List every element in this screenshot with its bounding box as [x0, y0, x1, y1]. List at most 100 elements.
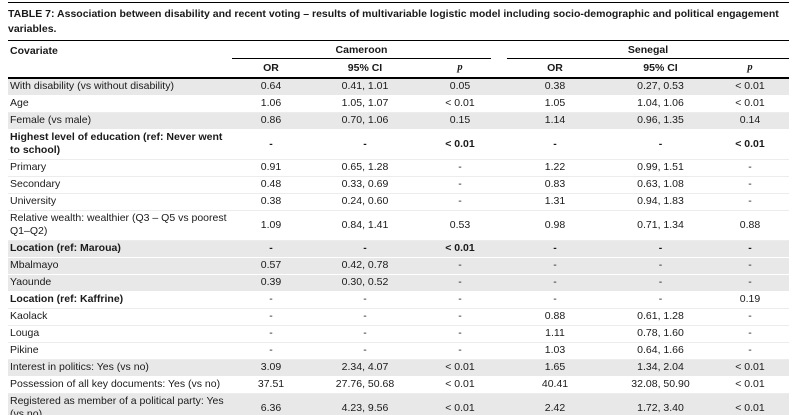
value-cell: 2.42: [500, 393, 610, 415]
value-cell: -: [420, 342, 500, 360]
value-cell: -: [310, 308, 420, 326]
value-cell: 0.86: [232, 112, 310, 130]
value-cell: -: [711, 274, 789, 292]
value-cell: -: [711, 176, 789, 194]
table-row: Registered as member of a political part…: [8, 393, 789, 415]
value-cell: 0.83: [500, 176, 610, 194]
value-cell: -: [610, 257, 711, 275]
value-cell: 0.05: [420, 78, 500, 96]
value-cell: -: [420, 291, 500, 309]
value-cell: < 0.01: [420, 359, 500, 377]
value-cell: -: [310, 291, 420, 309]
value-cell: 0.41, 1.01: [310, 78, 420, 96]
table-row: Age 1.06 1.05, 1.07 < 0.01 1.05 1.04, 1.06 < 0…: [8, 95, 789, 113]
title-rule: [8, 40, 789, 41]
value-cell: < 0.01: [711, 95, 789, 113]
value-cell: 0.38: [232, 193, 310, 211]
results-table: Covariate Cameroon Senegal OR 95% CI p O…: [8, 41, 790, 77]
value-cell: -: [500, 240, 610, 258]
covariate-label: With disability (vs without disability): [8, 78, 232, 96]
value-cell: 1.11: [500, 325, 610, 343]
value-cell: < 0.01: [420, 376, 500, 394]
value-cell: 6.36: [232, 393, 310, 415]
table-row: Kaolack - - -0.88 0.61, 1.28-: [8, 308, 789, 326]
value-cell: -: [610, 291, 711, 309]
table-row: Highest level of education (ref: Never w…: [8, 129, 789, 160]
value-cell: < 0.01: [711, 359, 789, 377]
covariate-label: University: [8, 193, 232, 211]
value-cell: < 0.01: [711, 129, 789, 160]
covariate-label: Primary: [8, 159, 232, 177]
value-cell: 1.34, 2.04: [610, 359, 711, 377]
value-cell: -: [232, 325, 310, 343]
value-cell: 0.53: [420, 210, 500, 241]
covariate-label: Louga: [8, 325, 232, 343]
group-header-cameroon: Cameroon: [232, 41, 500, 59]
table-row: Mbalmayo 0.57 0.42, 0.78- - - -: [8, 257, 789, 275]
value-cell: 0.88: [500, 308, 610, 326]
group-header-senegal: Senegal: [500, 41, 790, 59]
col-header-or-cameroon: OR: [263, 62, 279, 74]
value-cell: 0.57: [232, 257, 310, 275]
covariate-label: Yaounde: [8, 274, 232, 292]
group-label-cameroon: Cameroon: [335, 44, 388, 56]
table-title-label: TABLE 7:: [8, 8, 55, 20]
value-cell: 0.94, 1.83: [610, 193, 711, 211]
value-cell: < 0.01: [420, 393, 500, 415]
value-cell: 0.63, 1.08: [610, 176, 711, 194]
value-cell: -: [610, 129, 711, 160]
value-cell: 0.64: [232, 78, 310, 96]
covariate-label: Secondary: [8, 176, 232, 194]
value-cell: 0.84, 1.41: [310, 210, 420, 241]
value-cell: 0.99, 1.51: [610, 159, 711, 177]
value-cell: -: [420, 193, 500, 211]
table-row: Pikine - - -1.03 0.64, 1.66-: [8, 342, 789, 360]
value-cell: -: [232, 291, 310, 309]
table-row: Female (vs male) 0.86 0.70, 1.06 0.15 1.14 0.…: [8, 112, 789, 130]
table-title: TABLE 7: Association between disability …: [8, 7, 789, 40]
table-body: With disability (vs without disability) 0…: [8, 78, 789, 415]
table-row: Location (ref: Maroua) - - < 0.01- - -: [8, 240, 789, 258]
value-cell: 0.78, 1.60: [610, 325, 711, 343]
value-cell: 1.04, 1.06: [610, 95, 711, 113]
group-header-row: Covariate Cameroon Senegal: [8, 41, 790, 59]
col-header-p-senegal: p: [747, 62, 753, 73]
value-cell: 0.42, 0.78: [310, 257, 420, 275]
table-title-text: Association between disability and recen…: [8, 8, 779, 35]
value-cell: -: [420, 308, 500, 326]
table-row: Relative wealth: wealthier (Q3 – Q5 vs p…: [8, 210, 789, 241]
value-cell: 0.88: [711, 210, 789, 241]
value-cell: -: [232, 308, 310, 326]
covariate-label: Age: [8, 95, 232, 113]
value-cell: -: [310, 342, 420, 360]
value-cell: < 0.01: [711, 78, 789, 96]
table-row: Interest in politics: Yes (vs no) 3.09 2.3…: [8, 359, 789, 377]
value-cell: 1.22: [500, 159, 610, 177]
covariate-header: Covariate: [10, 45, 58, 57]
value-cell: 0.39: [232, 274, 310, 292]
value-cell: -: [420, 274, 500, 292]
value-cell: 37.51: [232, 376, 310, 394]
value-cell: -: [711, 342, 789, 360]
value-cell: -: [232, 342, 310, 360]
value-cell: 0.30, 0.52: [310, 274, 420, 292]
results-table-body: With disability (vs without disability) 0…: [8, 78, 789, 415]
value-cell: -: [310, 240, 420, 258]
value-cell: 0.61, 1.28: [610, 308, 711, 326]
value-cell: -: [610, 274, 711, 292]
covariate-label: Mbalmayo: [8, 257, 232, 275]
col-header-ci-cameroon: 95% CI: [347, 62, 383, 74]
covariate-label: Female (vs male): [8, 112, 232, 130]
table-row: With disability (vs without disability) 0…: [8, 78, 789, 96]
sub-header-row: OR 95% CI p OR 95% CI p: [8, 59, 789, 77]
value-cell: 0.71, 1.34: [610, 210, 711, 241]
table-row: Possession of all key documents: Yes (vs…: [8, 376, 789, 394]
value-cell: 0.27, 0.53: [610, 78, 711, 96]
value-cell: -: [711, 159, 789, 177]
value-cell: -: [711, 240, 789, 258]
covariate-label: Possession of all key documents: Yes (vs…: [8, 376, 232, 394]
value-cell: 0.91: [232, 159, 310, 177]
value-cell: 3.09: [232, 359, 310, 377]
value-cell: -: [232, 129, 310, 160]
